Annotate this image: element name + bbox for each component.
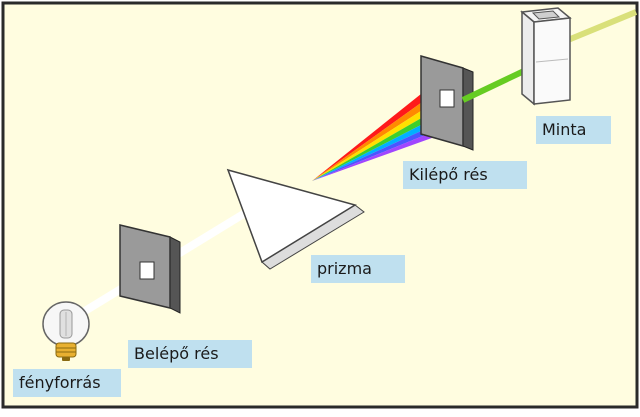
label-light-source: fényforrás bbox=[13, 369, 121, 397]
cuvette bbox=[520, 7, 572, 106]
label-entrance-slit: Belépő rés bbox=[128, 340, 252, 368]
spectrum-band-5 bbox=[312, 110, 456, 181]
spectrum-band-4 bbox=[312, 105, 450, 181]
label-sample: Minta bbox=[536, 116, 611, 144]
light-bulb-icon bbox=[42, 301, 90, 361]
exit-slit-side bbox=[462, 67, 474, 151]
spectrum-band-2 bbox=[312, 95, 438, 181]
label-prism: prizma bbox=[311, 255, 405, 283]
entrance-slit-side bbox=[169, 236, 181, 314]
monochromatic-beam bbox=[461, 68, 526, 103]
entrance-slit bbox=[119, 224, 181, 314]
cuvette-left-face bbox=[521, 10, 535, 106]
entrance-slit-opening bbox=[139, 261, 155, 280]
bulb-contact bbox=[62, 357, 70, 361]
cuvette-top-opening bbox=[531, 10, 561, 20]
spectrum-band-3 bbox=[312, 100, 444, 181]
prism bbox=[226, 168, 365, 270]
bulb-base bbox=[55, 342, 77, 358]
spectrum-band-1 bbox=[312, 90, 432, 181]
label-exit-slit: Kilépő rés bbox=[403, 161, 527, 189]
exit-slit bbox=[420, 55, 474, 151]
exit-slit-opening bbox=[439, 89, 455, 108]
transmitted-beam bbox=[566, 9, 638, 43]
cuvette-fill-line bbox=[535, 58, 569, 63]
prism-front-face bbox=[226, 168, 357, 264]
